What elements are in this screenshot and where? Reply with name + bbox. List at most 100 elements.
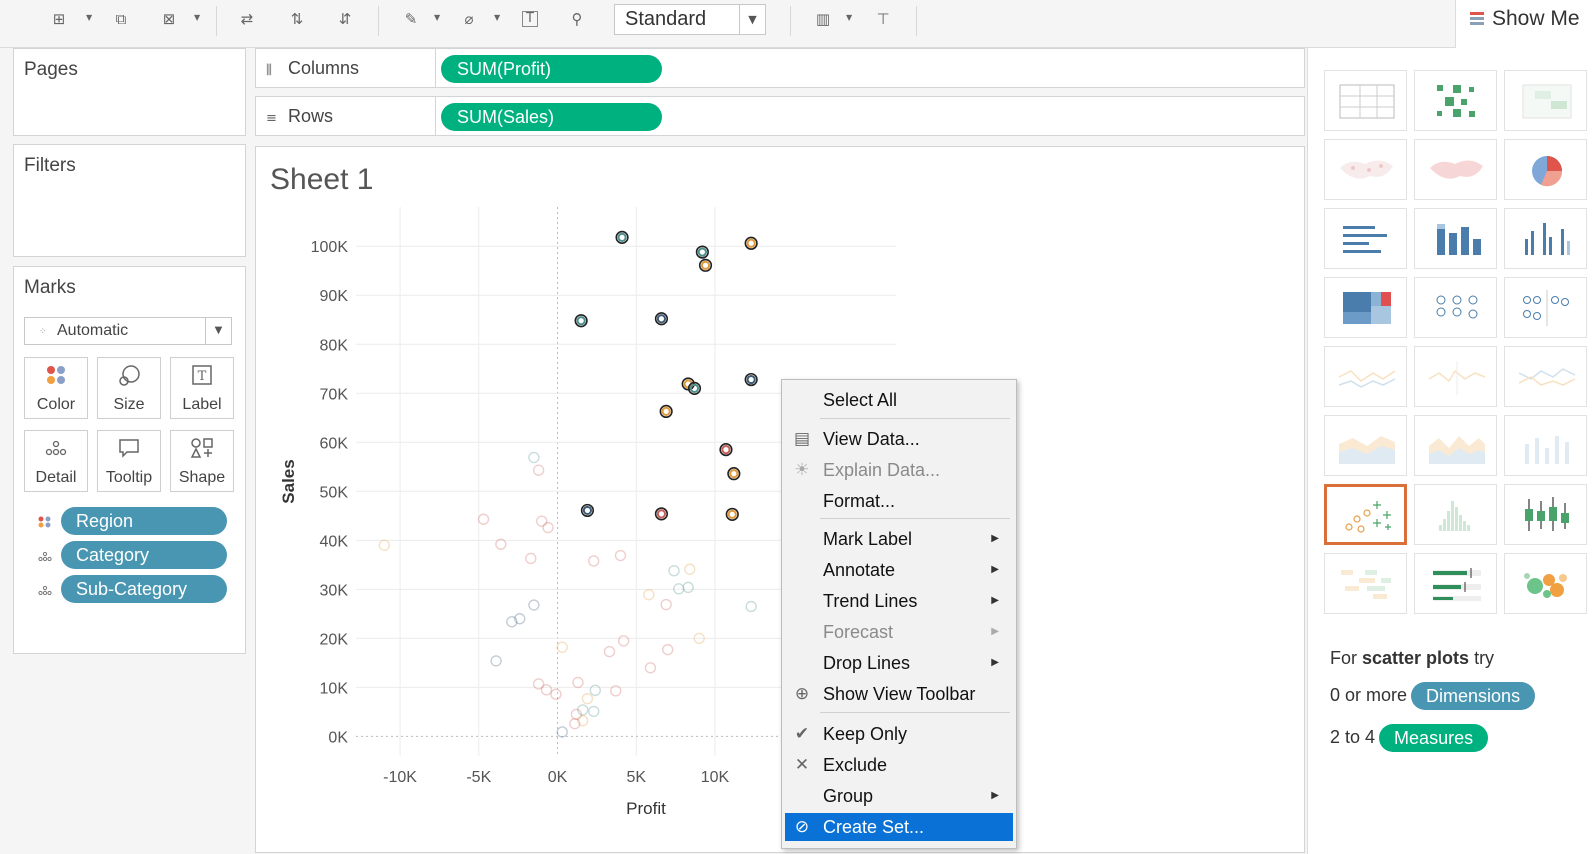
- show-me-side-by-side-circles-tile[interactable]: [1504, 277, 1587, 338]
- menu-item-annotate[interactable]: Annotate ▶: [785, 556, 1013, 584]
- show-me-stacked-bars-tile[interactable]: [1414, 208, 1497, 269]
- menu-item-select-all[interactable]: Select All: [785, 386, 1013, 414]
- data-point-selected[interactable]: [700, 260, 711, 270]
- data-point-faded[interactable]: [614, 549, 627, 562]
- data-point-selected[interactable]: [656, 314, 667, 324]
- data-point-faded[interactable]: [556, 726, 568, 738]
- data-point-faded[interactable]: [577, 715, 589, 727]
- data-point-faded[interactable]: [660, 598, 672, 611]
- chevron-down-icon[interactable]: ▼: [494, 13, 501, 22]
- data-point-faded[interactable]: [617, 635, 630, 647]
- data-point-faded[interactable]: [588, 705, 600, 718]
- data-point-selected[interactable]: [746, 374, 756, 385]
- data-point-selected[interactable]: [689, 383, 700, 393]
- detail-button[interactable]: Detail: [24, 430, 88, 492]
- show-me-treemap-tile[interactable]: [1324, 277, 1407, 338]
- data-point-faded[interactable]: [532, 678, 545, 690]
- show-me-toggle[interactable]: Show Me: [1455, 0, 1595, 48]
- show-me-area-continuous-tile[interactable]: [1324, 415, 1407, 476]
- data-point-faded[interactable]: [668, 565, 680, 577]
- category-pill[interactable]: Category: [61, 541, 227, 569]
- menu-item-show-view-toolbar[interactable]: ⊕ Show View Toolbar: [785, 680, 1013, 708]
- data-point-faded[interactable]: [540, 684, 553, 696]
- data-point-faded[interactable]: [603, 645, 616, 658]
- swap-axes-icon[interactable]: ⇄: [240, 10, 254, 28]
- chevron-down-icon[interactable]: ▼: [434, 13, 441, 22]
- chevron-down-icon[interactable]: ▼: [205, 318, 231, 344]
- presentation-mode-icon[interactable]: ⊤: [876, 10, 890, 28]
- show-me-area-discrete-tile[interactable]: [1414, 415, 1497, 476]
- data-point-selected[interactable]: [656, 509, 667, 519]
- show-me-filled-map-tile[interactable]: [1414, 139, 1497, 200]
- chevron-down-icon[interactable]: ▼: [86, 13, 93, 22]
- sheet-title[interactable]: Sheet 1: [270, 163, 374, 196]
- data-point-faded[interactable]: [610, 685, 622, 697]
- menu-item-view-data[interactable]: ▤ View Data...: [785, 425, 1013, 453]
- group-paperclip-icon[interactable]: ⌀: [464, 10, 474, 28]
- data-point-selected[interactable]: [721, 445, 731, 455]
- shape-button[interactable]: Shape: [170, 430, 234, 492]
- show-me-box-and-whisker-tile[interactable]: [1504, 484, 1587, 545]
- data-point-faded[interactable]: [662, 643, 674, 656]
- pin-icon[interactable]: ⚲: [571, 10, 583, 28]
- color-button[interactable]: Color: [24, 357, 88, 419]
- duplicate-sheet-icon[interactable]: ⧉: [115, 10, 127, 28]
- show-me-gantt-chart-tile[interactable]: [1324, 553, 1407, 614]
- data-point-selected[interactable]: [697, 247, 707, 257]
- clear-sheet-icon[interactable]: ⊠: [162, 10, 176, 28]
- show-me-pie-chart-tile[interactable]: [1504, 139, 1587, 200]
- data-point-selected[interactable]: [661, 406, 671, 417]
- filters-card[interactable]: Filters: [13, 144, 246, 257]
- menu-item-mark-label[interactable]: Mark Label ▶: [785, 525, 1013, 553]
- data-point-faded[interactable]: [745, 600, 757, 613]
- show-me-heat-map-tile[interactable]: [1414, 70, 1497, 131]
- show-me-packed-bubbles-tile[interactable]: [1504, 553, 1587, 614]
- show-me-histogram-tile[interactable]: [1414, 484, 1497, 545]
- menu-item-group[interactable]: Group ▶: [785, 782, 1013, 810]
- menu-item-drop-lines[interactable]: Drop Lines ▶: [785, 649, 1013, 677]
- chevron-down-icon[interactable]: ▼: [194, 13, 201, 22]
- data-point-faded[interactable]: [477, 513, 490, 525]
- data-point-faded[interactable]: [528, 451, 540, 464]
- data-point-selected[interactable]: [729, 469, 739, 479]
- data-point-faded[interactable]: [528, 599, 540, 611]
- show-me-text-table-tile[interactable]: [1324, 70, 1407, 131]
- columns-shelf[interactable]: ⫼ Columns SUM(Profit): [255, 48, 1305, 88]
- data-point-faded[interactable]: [536, 515, 548, 527]
- data-point-faded[interactable]: [682, 581, 694, 594]
- menu-item-exclude[interactable]: ✕ Exclude: [785, 751, 1013, 779]
- show-me-dual-lines-tile[interactable]: [1504, 346, 1587, 407]
- data-point-faded[interactable]: [514, 613, 526, 625]
- menu-item-create-set[interactable]: ⊘ Create Set...: [785, 813, 1013, 841]
- show-me-highlight-table-tile[interactable]: [1504, 70, 1587, 131]
- data-point-faded[interactable]: [525, 552, 537, 565]
- sub-category-pill[interactable]: Sub-Category: [61, 575, 227, 603]
- menu-item-keep-only[interactable]: ✔ Keep Only: [785, 720, 1013, 748]
- data-point-selected[interactable]: [576, 316, 586, 326]
- show-me-dual-combination-tile[interactable]: [1504, 415, 1587, 476]
- data-point-faded[interactable]: [684, 563, 696, 575]
- data-point-selected[interactable]: [727, 509, 737, 519]
- rows-shelf[interactable]: ≡ Rows SUM(Sales): [255, 96, 1305, 136]
- data-point-faded[interactable]: [378, 539, 391, 551]
- chevron-down-icon[interactable]: ▼: [846, 13, 853, 22]
- sort-ascending-icon[interactable]: ⇅: [290, 10, 304, 28]
- data-point-faded[interactable]: [589, 684, 602, 697]
- label-marks-icon[interactable]: T: [522, 11, 538, 27]
- sort-descending-icon[interactable]: ⇵: [338, 10, 352, 28]
- data-point-faded[interactable]: [495, 538, 507, 550]
- data-point-faded[interactable]: [673, 583, 685, 595]
- data-point-faded[interactable]: [588, 555, 600, 567]
- data-point-faded[interactable]: [572, 676, 584, 689]
- menu-item-format[interactable]: Format...: [785, 487, 1013, 515]
- highlight-icon[interactable]: ✎: [404, 10, 418, 28]
- data-point-faded[interactable]: [532, 464, 545, 476]
- data-point-faded[interactable]: [506, 615, 518, 628]
- sum-sales-pill[interactable]: SUM(Sales): [441, 103, 662, 131]
- fit-mode-dropdown[interactable]: Standard ▼: [614, 4, 766, 35]
- data-point-faded[interactable]: [542, 521, 554, 534]
- data-point-faded[interactable]: [569, 717, 581, 730]
- data-point-selected[interactable]: [746, 238, 756, 248]
- data-point-faded[interactable]: [556, 641, 568, 653]
- data-point-selected[interactable]: [617, 232, 627, 242]
